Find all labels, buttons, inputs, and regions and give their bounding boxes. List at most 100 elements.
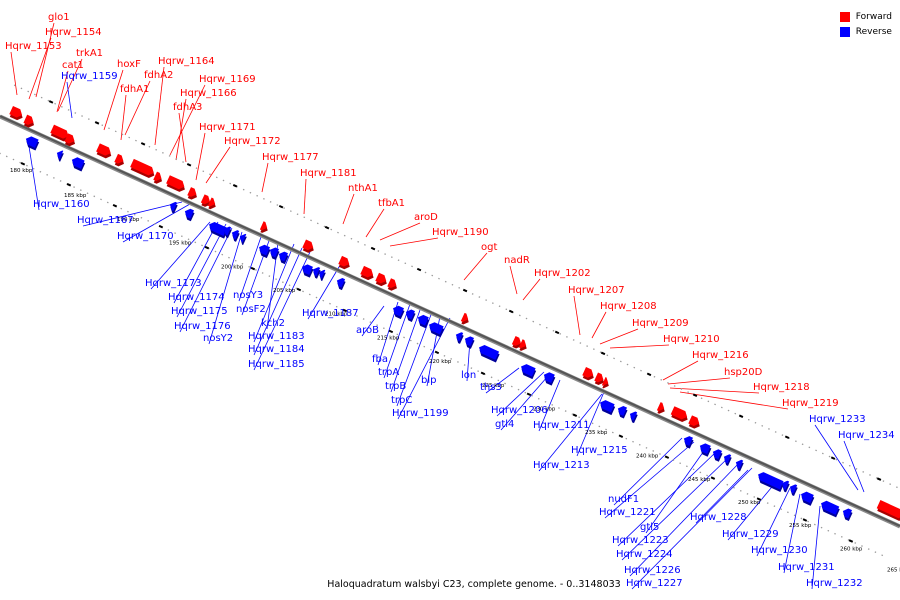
ruler-tick [342, 308, 348, 313]
reverse-gene [25, 136, 40, 151]
genome-caption: Haloquadratum walsbyi C23, complete geno… [0, 579, 900, 590]
forward-gene-label: Hqrw_1172 [224, 136, 281, 147]
reverse-gene-label: kch2 [261, 318, 285, 329]
ruler-tick [526, 392, 532, 397]
forward-gene-label: hsp20D [724, 367, 763, 378]
axis-tick-label: 265 kbp [887, 568, 900, 574]
forward-gene [50, 124, 70, 142]
reverse-gene [302, 264, 314, 278]
ruler-tick [112, 203, 118, 208]
label-leader [82, 201, 183, 227]
reverse-gene [617, 406, 628, 419]
forward-gene-label: Hqrw_1216 [692, 350, 749, 361]
reverse-gene-label: Hqrw_1184 [248, 344, 305, 355]
ruler-tick [646, 372, 652, 377]
forward-gene-label: Hqrw_1219 [782, 398, 839, 409]
reverse-gene-label: Hqrw_1199 [392, 408, 449, 419]
label-leader-lines [10, 22, 865, 590]
ruler-upper [13, 84, 900, 490]
forward-gene-label: Hqrw_1218 [753, 382, 810, 393]
forward-gene-label: nthA1 [348, 183, 378, 194]
reverse-gene [239, 233, 247, 246]
ruler-tick [572, 413, 578, 418]
ruler-tick [618, 434, 624, 438]
label-leader [303, 178, 307, 215]
reverse-gene [712, 449, 723, 462]
forward-gene [187, 187, 197, 200]
reverse-gene [223, 226, 232, 239]
reverse-gene-label: ths3 [480, 382, 502, 393]
label-leader [208, 231, 243, 345]
ruler-tick [250, 266, 256, 271]
ruler-lower [0, 152, 887, 558]
reverse-gene-label: Hqrw_1170 [117, 231, 174, 242]
reverse-gene [71, 157, 86, 172]
label-leader [500, 375, 549, 431]
label-leader [57, 58, 83, 112]
ruler-tick [664, 455, 670, 459]
reverse-gene [278, 251, 289, 265]
ruler-tick [66, 183, 72, 187]
axis-tick-label: 230 kbp [533, 406, 556, 412]
label-leader [599, 328, 639, 345]
label-leader [617, 451, 717, 547]
label-leader [609, 344, 670, 349]
ruler-tick [48, 100, 54, 104]
reverse-gene-label: Hqrw_1228 [690, 512, 747, 523]
reverse-gene [781, 480, 790, 493]
ruler-tick [508, 309, 514, 314]
reverse-gene-label: trpC [391, 395, 412, 406]
forward-gene [64, 133, 76, 147]
ruler-tick [278, 204, 284, 209]
backbone-line [0, 115, 900, 527]
reverse-gene [417, 314, 430, 329]
axis-tick-label: 250 kbp [738, 500, 761, 506]
label-leader [261, 162, 269, 193]
ruler-tick [756, 497, 762, 501]
label-leader [613, 437, 683, 506]
reverse-gene-label: Hqrw_1215 [571, 445, 628, 456]
label-leader [667, 377, 731, 385]
reverse-gene-label: Hqrw_1213 [533, 460, 590, 471]
legend: Forward Reverse [839, 9, 892, 39]
forward-gene [96, 143, 112, 159]
reverse-gene-label: Hqrw_1230 [751, 545, 808, 556]
forward-gene [511, 336, 522, 349]
label-leader [538, 393, 603, 472]
label-leader [124, 80, 151, 136]
label-leader [253, 251, 311, 371]
ruler-tick [140, 142, 146, 146]
reverse-gene-label: Hqrw_1223 [612, 535, 669, 546]
forward-gene-label: Hqrw_1166 [180, 88, 237, 99]
label-leader [679, 391, 789, 410]
reverse-gene-label: Hqrw_1160 [33, 199, 90, 210]
axis-tick-label: 215 kbp [377, 335, 400, 341]
forward-gene [114, 153, 124, 167]
reverse-gene-label: Hqrw_1175 [171, 306, 228, 317]
forward-gene-label: Hqrw_1210 [663, 334, 720, 345]
axis-tick-label: 260 kbp [840, 546, 863, 552]
label-leader [811, 505, 821, 590]
axis-tick-label: 255 kbp [789, 523, 812, 529]
forward-gene [130, 158, 155, 178]
forward-gene [656, 402, 665, 414]
reverse-gene [455, 332, 464, 344]
ruler-tick [692, 393, 698, 398]
forward-gene-label: Hqrw_1207 [568, 285, 625, 296]
forward-gene-label: tfbA1 [378, 198, 405, 209]
forward-gene [200, 194, 211, 207]
reverse-gene [789, 484, 798, 497]
reverse-gene [405, 309, 416, 322]
forward-swatch [839, 11, 850, 22]
forward-gene [23, 114, 35, 128]
forward-gene [876, 500, 900, 521]
gene-features [9, 105, 900, 522]
reverse-gene-label: fba [372, 354, 388, 365]
legend-reverse: Reverse [839, 24, 892, 39]
label-leader [727, 481, 777, 541]
forward-gene [518, 339, 527, 351]
ruler-tick [784, 435, 790, 439]
forward-gene-label: nadR [504, 255, 530, 266]
reverse-gene-label: Hqrw_1173 [145, 278, 202, 289]
